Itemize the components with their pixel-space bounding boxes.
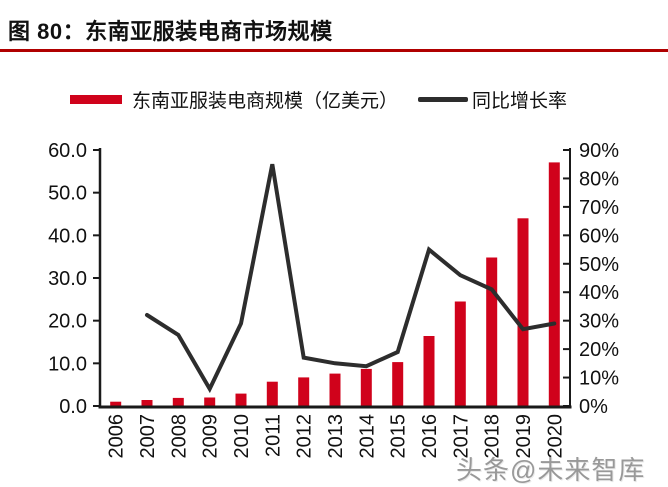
legend-line-swatch-icon bbox=[418, 96, 468, 102]
bar-2019 bbox=[517, 218, 529, 406]
bar-2009 bbox=[204, 397, 216, 406]
right-tick-label: 90% bbox=[579, 140, 619, 162]
left-tick-label: 30.0 bbox=[48, 268, 87, 290]
left-tick-label: 50.0 bbox=[48, 183, 87, 205]
right-tick-label: 80% bbox=[579, 168, 619, 190]
bar-2012 bbox=[298, 377, 310, 406]
watermark: 头条@未来智库 bbox=[456, 455, 646, 485]
x-label-2006: 2006 bbox=[106, 414, 128, 459]
title-underline bbox=[0, 49, 668, 52]
right-tick-label: 70% bbox=[579, 197, 619, 219]
right-tick-label: 20% bbox=[579, 339, 619, 361]
chart-area: 0.0 10.0 20.0 30.0 40.0 50.0 60.0 0% 10% 20% 30% 40… bbox=[0, 130, 668, 487]
bar-2018 bbox=[486, 257, 498, 406]
legend-bar-swatch-icon bbox=[70, 94, 122, 104]
chart-legend: 东南亚服装电商规模（亿美元） 同比增长率 bbox=[0, 84, 668, 114]
legend-bar-label: 东南亚服装电商规模（亿美元） bbox=[132, 90, 399, 112]
x-label-2013: 2013 bbox=[325, 414, 347, 459]
bar-2020 bbox=[548, 162, 560, 406]
x-label-2011: 2011 bbox=[262, 414, 284, 457]
x-label-2019: 2019 bbox=[513, 414, 535, 459]
bar-2014 bbox=[360, 368, 372, 406]
left-tick-label: 60.0 bbox=[48, 140, 87, 162]
legend-line-label: 同比增长率 bbox=[472, 90, 568, 112]
bar-2016 bbox=[423, 336, 435, 406]
x-label-2017: 2017 bbox=[450, 414, 472, 459]
bar-2011 bbox=[266, 381, 278, 406]
x-label-2012: 2012 bbox=[294, 414, 316, 459]
figure-title: 图 80：东南亚服装电商市场规模 bbox=[8, 19, 333, 44]
right-tick-label: 30% bbox=[579, 311, 619, 333]
left-tick-label: 40.0 bbox=[48, 225, 87, 247]
legend-item-bar: 东南亚服装电商规模（亿美元） bbox=[70, 84, 398, 114]
x-label-2018: 2018 bbox=[482, 414, 504, 459]
growth-line bbox=[145, 163, 557, 394]
legend-item-line: 同比增长率 bbox=[418, 84, 567, 114]
combo-chart: 0.0 10.0 20.0 30.0 40.0 50.0 60.0 0% 10% 20% 30% 40… bbox=[48, 140, 619, 459]
x-label-2007: 2007 bbox=[137, 414, 159, 459]
x-label-2008: 2008 bbox=[168, 414, 190, 459]
left-tick-label: 10.0 bbox=[48, 353, 87, 375]
right-tick-label: 40% bbox=[579, 282, 619, 304]
right-tick-label: 60% bbox=[579, 225, 619, 247]
x-label-2010: 2010 bbox=[231, 414, 253, 459]
right-tick-label: 10% bbox=[579, 368, 619, 390]
bar-2007 bbox=[141, 400, 153, 406]
bar-2010 bbox=[235, 393, 247, 406]
left-tick-label: 0.0 bbox=[59, 396, 87, 418]
bar-2008 bbox=[172, 397, 184, 406]
bar-2006 bbox=[110, 401, 122, 406]
x-label-2015: 2015 bbox=[388, 414, 410, 459]
bar-2017 bbox=[454, 301, 466, 406]
x-label-2020: 2020 bbox=[544, 414, 566, 459]
left-tick-label: 20.0 bbox=[48, 311, 87, 333]
bar-2015 bbox=[392, 362, 404, 406]
x-label-2014: 2014 bbox=[356, 414, 378, 459]
right-tick-label: 50% bbox=[579, 254, 619, 276]
bar-2013 bbox=[329, 373, 341, 406]
x-label-2009: 2009 bbox=[200, 414, 222, 459]
x-label-2016: 2016 bbox=[419, 414, 441, 459]
right-tick-label: 0% bbox=[579, 396, 608, 418]
